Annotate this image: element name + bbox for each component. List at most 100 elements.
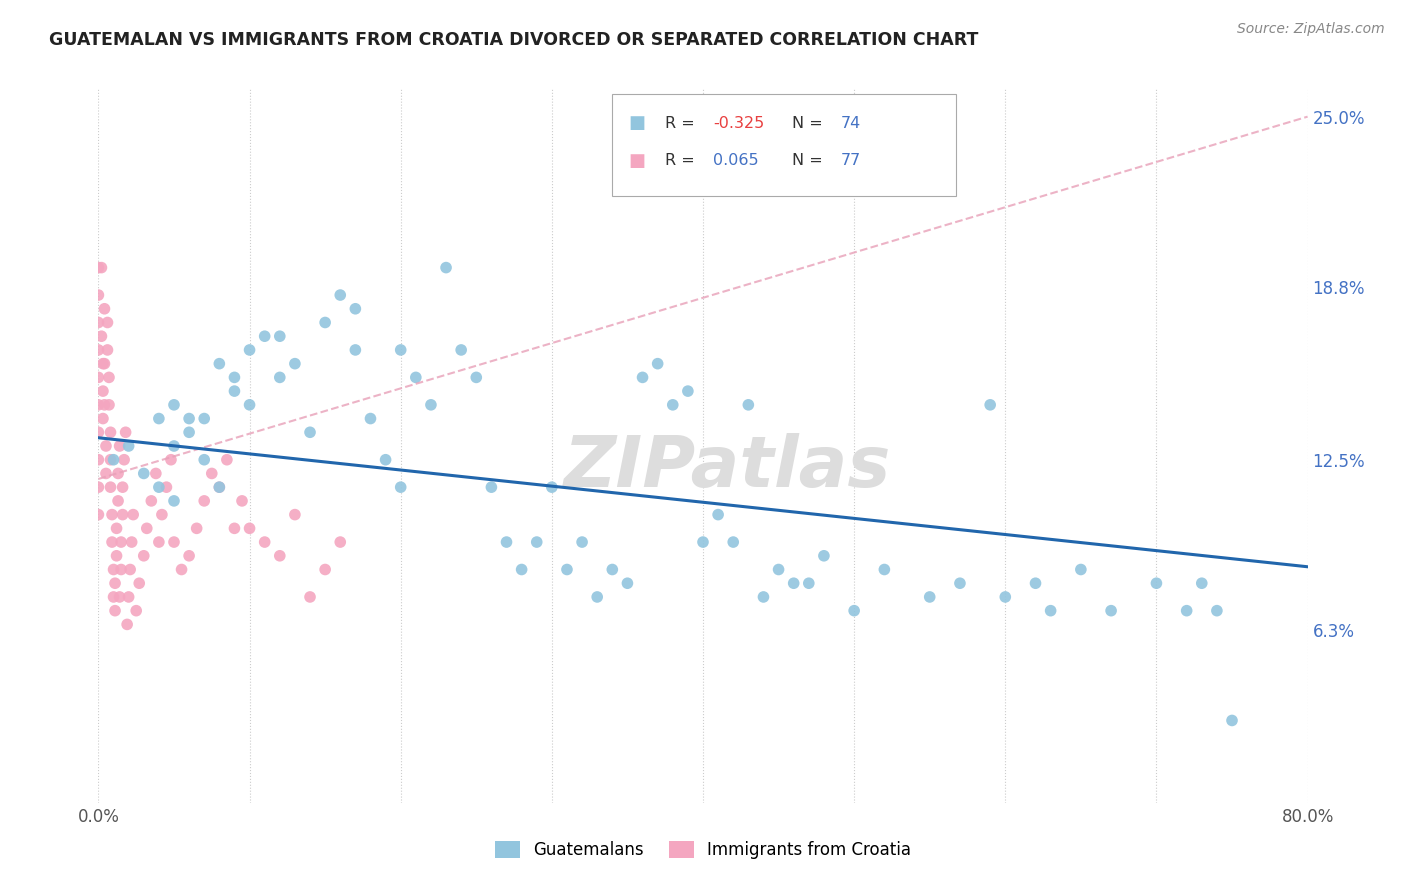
Point [100,452,122,467]
Point [179,425,201,440]
Point [269,370,291,384]
Point [344,301,367,316]
Point [160,452,183,467]
Point [481,480,503,494]
Point [1070,562,1092,576]
Point [103,590,125,604]
Point [299,425,322,440]
Point [1206,604,1229,618]
Point [100,480,122,494]
Text: R =: R = [665,153,695,168]
Point [737,398,759,412]
Point [150,508,173,522]
Point [186,521,208,535]
Point [132,467,155,481]
Point [87,343,110,357]
Point [104,576,127,591]
Point [707,508,730,522]
Text: ■: ■ [628,152,645,169]
Point [555,562,578,576]
Point [1024,576,1046,591]
Point [768,562,790,576]
Point [108,590,131,604]
Point [360,411,382,425]
Point [103,562,125,576]
Point [87,508,110,522]
Point [87,398,110,412]
Point [208,480,231,494]
Point [93,398,115,412]
Text: ■: ■ [628,114,645,132]
Point [100,425,122,440]
Point [284,357,307,371]
Point [299,590,322,604]
Point [215,452,238,467]
Text: ZIPatlas: ZIPatlas [564,433,891,502]
Point [201,467,224,481]
Point [616,576,638,591]
Point [96,343,118,357]
Point [110,535,132,549]
Text: 77: 77 [841,153,860,168]
Point [93,301,115,316]
Point [329,288,352,302]
Text: GUATEMALAN VS IMMIGRANTS FROM CROATIA DIVORCED OR SEPARATED CORRELATION CHART: GUATEMALAN VS IMMIGRANTS FROM CROATIA DI… [49,31,979,49]
Point [148,480,170,494]
Point [104,604,127,618]
Point [571,535,593,549]
Point [108,439,131,453]
Point [128,576,150,591]
Point [1144,576,1167,591]
Point [155,480,177,494]
Point [844,604,866,618]
Point [91,384,114,398]
Point [526,535,548,549]
Point [94,439,117,453]
Point [120,562,142,576]
Point [224,384,246,398]
Point [813,549,835,563]
Point [98,370,121,384]
Point [145,467,167,481]
Point [179,549,201,563]
Point [239,521,262,535]
Point [125,604,148,618]
Point [90,260,112,275]
Point [224,370,246,384]
Point [723,535,745,549]
Point [141,494,163,508]
Point [1099,604,1122,618]
Point [994,590,1017,604]
Point [148,535,170,549]
Text: 74: 74 [841,116,860,130]
Point [135,521,157,535]
Point [420,398,443,412]
Point [1039,604,1062,618]
Point [253,535,276,549]
Point [163,398,186,412]
Point [389,343,412,357]
Point [193,494,215,508]
Point [631,370,654,384]
Point [91,411,114,425]
Point [661,398,683,412]
Point [121,535,143,549]
Point [101,535,124,549]
Point [193,452,215,467]
Point [107,494,129,508]
Point [586,590,609,604]
Point [94,467,117,481]
Point [163,535,186,549]
Point [1191,576,1213,591]
Point [179,411,201,425]
Point [87,370,110,384]
Point [389,480,412,494]
Point [90,329,112,343]
Point [783,576,806,591]
Point [873,562,896,576]
Point [540,480,562,494]
Point [465,370,488,384]
Point [193,411,215,425]
Point [692,535,714,549]
Text: 0.065: 0.065 [713,153,758,168]
